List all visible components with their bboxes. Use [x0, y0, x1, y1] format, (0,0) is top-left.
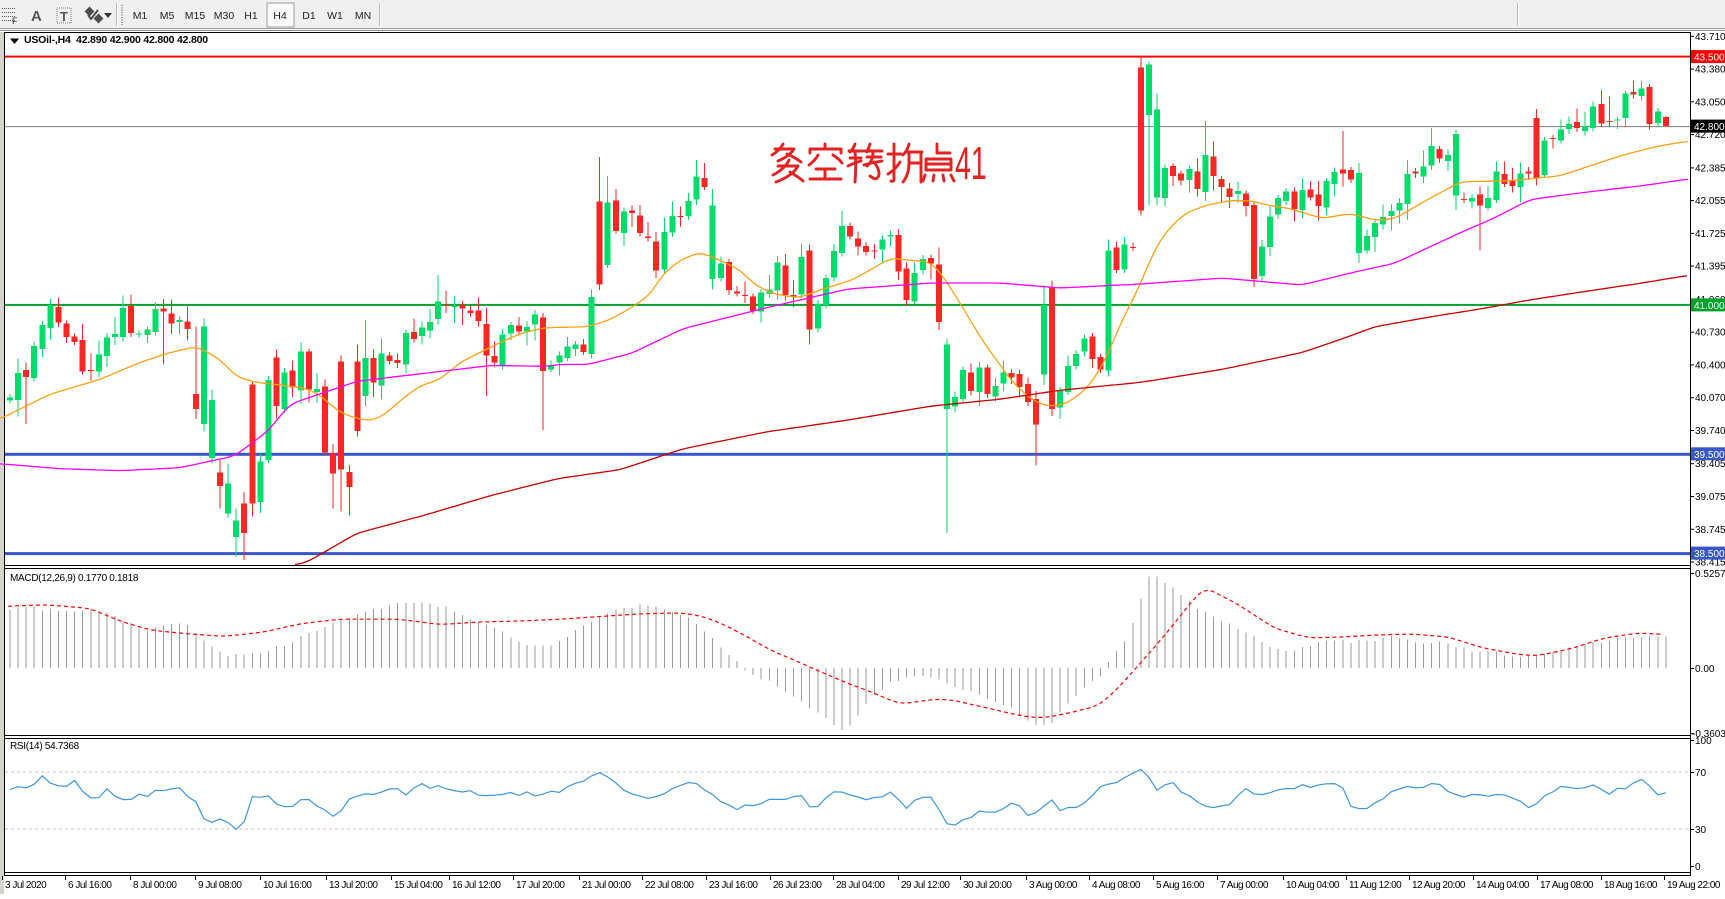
- svg-text:21 Jul 00:00: 21 Jul 00:00: [582, 880, 631, 891]
- svg-text:RSI(14) 54.7368: RSI(14) 54.7368: [10, 741, 80, 752]
- svg-text:22 Jul 08:00: 22 Jul 08:00: [645, 880, 694, 891]
- svg-text:-0.3603: -0.3603: [1692, 729, 1725, 740]
- svg-text:4 Aug 08:00: 4 Aug 08:00: [1092, 880, 1141, 891]
- svg-text:10 Aug 04:00: 10 Aug 04:00: [1286, 880, 1340, 891]
- svg-text:MN: MN: [355, 10, 371, 22]
- svg-text:10 Jul 16:00: 10 Jul 16:00: [263, 880, 312, 891]
- svg-text:USOil-,H4 42.890 42.900 42.80: USOil-,H4 42.890 42.900 42.800 42.800: [24, 34, 208, 46]
- svg-text:43.380: 43.380: [1695, 65, 1725, 76]
- svg-text:15 Jul 04:00: 15 Jul 04:00: [394, 880, 443, 891]
- svg-text:28 Jul 04:00: 28 Jul 04:00: [836, 880, 885, 891]
- svg-text:14 Aug 04:00: 14 Aug 04:00: [1476, 880, 1530, 891]
- svg-text:70: 70: [1695, 768, 1707, 779]
- svg-text:18 Aug 16:00: 18 Aug 16:00: [1604, 880, 1658, 891]
- svg-text:T: T: [60, 9, 68, 24]
- svg-text:43.710: 43.710: [1695, 32, 1725, 43]
- svg-text:8 Jul 00:00: 8 Jul 00:00: [133, 880, 177, 891]
- svg-text:H1: H1: [244, 10, 258, 22]
- svg-text:39.075: 39.075: [1695, 492, 1725, 503]
- svg-text:42.385: 42.385: [1695, 163, 1725, 174]
- svg-text:19 Aug 22:00: 19 Aug 22:00: [1667, 880, 1721, 891]
- svg-text:39.500: 39.500: [1694, 450, 1725, 461]
- svg-text:41: 41: [955, 138, 987, 190]
- svg-text:30 Jul 20:00: 30 Jul 20:00: [963, 880, 1012, 891]
- svg-text:F: F: [12, 16, 18, 26]
- svg-text:11 Aug 12:00: 11 Aug 12:00: [1349, 880, 1402, 891]
- svg-text:17 Aug 08:00: 17 Aug 08:00: [1540, 880, 1594, 891]
- svg-text:42.720: 42.720: [1695, 130, 1725, 141]
- svg-text:0.00: 0.00: [1695, 664, 1715, 675]
- svg-text:30: 30: [1695, 825, 1707, 836]
- svg-text:16 Jul 12:00: 16 Jul 12:00: [452, 880, 501, 891]
- svg-text:38.500: 38.500: [1694, 549, 1725, 560]
- svg-text:A: A: [31, 8, 42, 25]
- svg-text:9 Jul 08:00: 9 Jul 08:00: [198, 880, 242, 891]
- svg-text:23 Jul 16:00: 23 Jul 16:00: [709, 880, 758, 891]
- svg-text:0.5257: 0.5257: [1695, 569, 1725, 580]
- svg-text:40.730: 40.730: [1695, 328, 1725, 339]
- svg-text:29 Jul 12:00: 29 Jul 12:00: [901, 880, 950, 891]
- svg-text:40.400: 40.400: [1695, 360, 1725, 371]
- svg-text:H4: H4: [273, 10, 287, 22]
- svg-text:38.415: 38.415: [1695, 558, 1725, 569]
- svg-text:5 Aug 16:00: 5 Aug 16:00: [1156, 880, 1205, 891]
- svg-text:17 Jul 20:00: 17 Jul 20:00: [516, 880, 565, 891]
- svg-text:39.740: 39.740: [1695, 426, 1725, 437]
- svg-text:13 Jul 20:00: 13 Jul 20:00: [329, 880, 378, 891]
- svg-text:M30: M30: [214, 10, 235, 22]
- svg-text:D1: D1: [302, 10, 316, 22]
- svg-text:M15: M15: [185, 10, 206, 22]
- svg-text:7 Aug 00:00: 7 Aug 00:00: [1220, 880, 1269, 891]
- svg-text:12 Aug 20:00: 12 Aug 20:00: [1412, 880, 1466, 891]
- svg-text:0: 0: [1695, 862, 1701, 873]
- svg-text:MACD(12,26,9) 0.1770 0.1818: MACD(12,26,9) 0.1770 0.1818: [10, 573, 139, 584]
- svg-text:43.050: 43.050: [1695, 97, 1725, 108]
- svg-text:26 Jul 23:00: 26 Jul 23:00: [773, 880, 822, 891]
- svg-text:3 Aug 00:00: 3 Aug 00:00: [1029, 880, 1078, 891]
- svg-text:42.055: 42.055: [1695, 196, 1725, 207]
- svg-text:40.070: 40.070: [1695, 393, 1725, 404]
- svg-text:3 Jul 2020: 3 Jul 2020: [5, 880, 47, 891]
- svg-text:M5: M5: [160, 10, 175, 22]
- svg-text:42.800: 42.800: [1694, 122, 1725, 133]
- svg-text:39.405: 39.405: [1695, 459, 1725, 470]
- svg-text:6 Jul 16:00: 6 Jul 16:00: [68, 880, 112, 891]
- svg-text:100: 100: [1695, 736, 1712, 747]
- svg-text:41.395: 41.395: [1695, 262, 1725, 273]
- svg-text:43.500: 43.500: [1694, 53, 1725, 64]
- svg-text:M1: M1: [133, 10, 148, 22]
- svg-text:41.000: 41.000: [1694, 301, 1725, 312]
- svg-text:W1: W1: [327, 10, 343, 22]
- svg-text:38.745: 38.745: [1695, 525, 1725, 536]
- svg-text:41.725: 41.725: [1695, 229, 1725, 240]
